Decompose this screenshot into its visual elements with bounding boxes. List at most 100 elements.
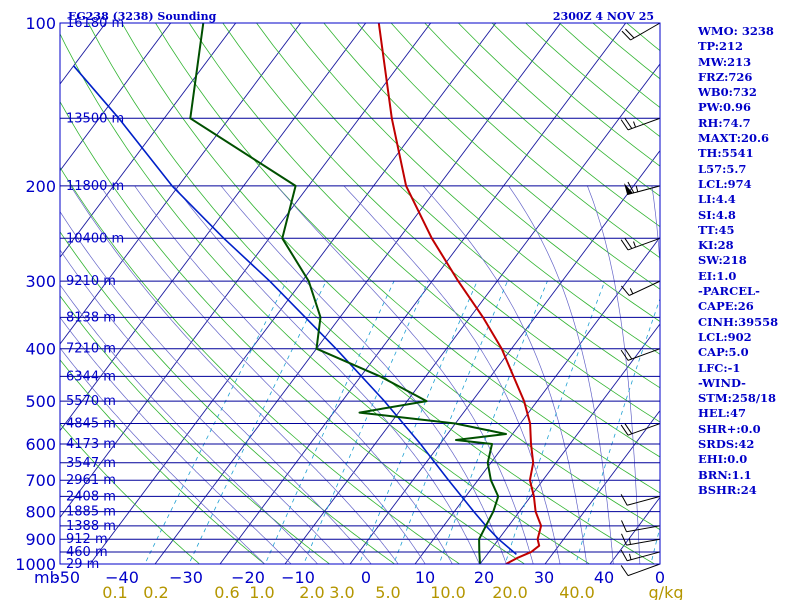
pressure-unit-label: mb xyxy=(34,568,60,587)
wind-barbs xyxy=(620,22,661,577)
index-value: -WIND- xyxy=(698,375,746,390)
barb-flag xyxy=(624,423,633,435)
temperature-tick-label: 30 xyxy=(534,568,554,587)
isotherms xyxy=(60,23,660,564)
barb-staff xyxy=(627,563,661,577)
barb-flag xyxy=(624,348,633,360)
pressure-label: 1000 xyxy=(15,555,56,574)
index-value: EHI:0.0 xyxy=(698,452,748,467)
mixing-ratio-label: 40.0 xyxy=(559,583,595,600)
mixing-ratio-line xyxy=(303,280,429,564)
mixing-ratio-lines xyxy=(144,280,660,564)
mixing-ratio-line xyxy=(188,280,327,564)
barb-staff xyxy=(630,22,661,41)
isotherm-line xyxy=(544,409,660,564)
wind-barb xyxy=(624,181,661,196)
barb-flag xyxy=(620,119,629,131)
barb-flag xyxy=(620,349,629,361)
index-value: -PARCEL- xyxy=(698,284,760,299)
pressure-label: 900 xyxy=(25,530,56,549)
mixing-ratio-line xyxy=(264,280,395,564)
isotherm-line xyxy=(60,23,367,432)
wind-barb xyxy=(620,549,661,562)
wind-barb xyxy=(621,22,661,41)
mixing-ratio-label: 10.0 xyxy=(430,583,466,600)
height-label: 10400 m xyxy=(66,231,124,246)
pressure-label: 600 xyxy=(25,435,56,454)
mixing-ratio-label: 0.1 xyxy=(102,583,127,600)
plot-frame xyxy=(59,22,661,565)
mixing-ratio-line xyxy=(144,280,288,564)
moist-adiabat-line xyxy=(60,249,345,564)
wind-barb xyxy=(620,117,661,131)
moist-adiabat-line xyxy=(134,185,453,564)
moist-adiabat-line xyxy=(70,185,399,564)
index-value: LCL:974 xyxy=(698,176,752,191)
wind-barb xyxy=(620,423,661,436)
pressure-label: 100 xyxy=(25,14,56,33)
mixing-ratio-label: 20.0 xyxy=(492,583,528,600)
barb-flag xyxy=(625,28,635,39)
temperature-tick-label: −30 xyxy=(169,568,203,587)
pressure-label: 400 xyxy=(25,340,56,359)
index-value: CAPE:26 xyxy=(698,299,754,314)
mixing-ratio-label: 2.0 xyxy=(299,583,324,600)
index-value: PW:0.96 xyxy=(698,100,752,115)
plot-background xyxy=(60,23,660,564)
isotherm-line xyxy=(60,23,172,172)
height-label: 1885 m xyxy=(66,505,116,520)
index-value: KI:28 xyxy=(698,238,734,253)
moist-adiabat-line xyxy=(60,316,292,564)
indices-panel: WMO: 3238 TP:212 MW:213 FRZ:726 WB0:732 PW:0.… xyxy=(698,24,798,498)
index-value: STM:258/18 xyxy=(698,391,777,406)
index-value: SHR+:0.0 xyxy=(698,421,761,436)
isotherm-line xyxy=(154,23,562,564)
moist-adiabat-line xyxy=(60,284,319,564)
index-value: CAP:5.0 xyxy=(698,345,749,360)
barb-staff xyxy=(627,117,661,131)
barb-staff xyxy=(627,551,661,562)
moist-adiabats xyxy=(60,185,660,564)
index-value: RH:74.7 xyxy=(698,115,751,130)
pressure-label: 500 xyxy=(25,392,56,411)
profiles xyxy=(72,23,543,564)
pressure-label: 700 xyxy=(25,471,56,490)
chart-title: EG238 (3238) Sounding xyxy=(68,10,217,23)
isotherm-line xyxy=(284,63,660,564)
barb-flag xyxy=(620,424,629,436)
moist-adiabat-line xyxy=(422,185,588,564)
temperature-tick-label: 0 xyxy=(655,568,665,587)
barb-staff xyxy=(628,280,661,296)
height-label: 4845 m xyxy=(66,417,116,432)
barb-flag xyxy=(624,238,633,249)
height-label: 11800 m xyxy=(66,179,124,194)
index-value: CINH:39558 xyxy=(698,314,779,329)
height-label: 9210 m xyxy=(66,274,116,289)
barb-flag xyxy=(620,239,629,251)
wind-barb xyxy=(620,563,661,577)
height-label: 7210 m xyxy=(66,342,116,357)
index-value: SI:4.8 xyxy=(698,207,736,222)
isotherm-line xyxy=(89,23,497,564)
temperature-axis-labels: -50 −40 −30 −20 −10 0 10 20 30 40 0 xyxy=(54,568,665,587)
index-value: WMO: 3238 xyxy=(698,24,774,38)
isotherm-line xyxy=(60,23,432,519)
wind-barb xyxy=(620,348,661,361)
index-value: HEL:47 xyxy=(698,406,746,421)
wind-barb xyxy=(621,280,661,296)
moist-adiabat-line xyxy=(174,185,480,564)
pressure-axis-labels: 100 200 300 400 500 600 700 800 900 1000 xyxy=(15,14,56,574)
barb-flag xyxy=(627,181,635,194)
dewpoint-line xyxy=(189,23,507,564)
pressure-label: 200 xyxy=(25,177,56,196)
mixing-ratio-label: 5.0 xyxy=(375,583,400,600)
index-value: SRDS:42 xyxy=(698,437,755,452)
isotherm-line xyxy=(60,23,237,259)
mixing-ratio-line xyxy=(438,280,548,564)
index-value: SW:218 xyxy=(698,253,747,268)
mixing-ratio-label: 0.2 xyxy=(143,583,168,600)
temperature-tick-label: 20 xyxy=(474,568,494,587)
height-label: 1388 m xyxy=(66,519,116,534)
temperature-tick-label: -50 xyxy=(54,568,80,587)
